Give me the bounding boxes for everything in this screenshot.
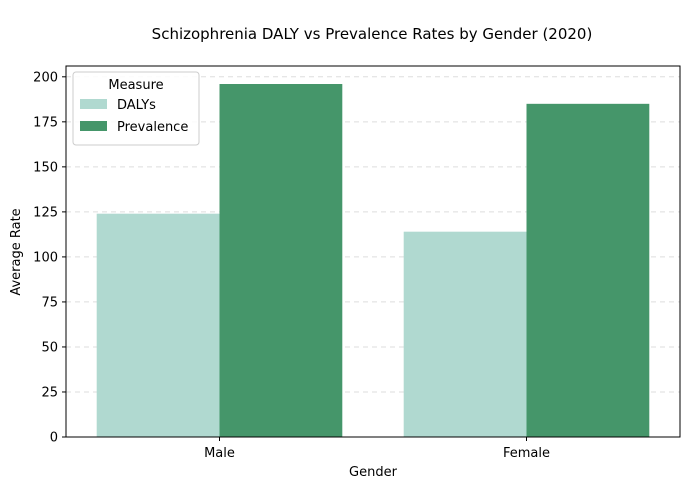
y-tick-label: 0 <box>50 431 58 446</box>
y-tick-label: 75 <box>41 295 58 310</box>
y-tick-label: 25 <box>41 385 58 400</box>
y-tick-label: 50 <box>41 340 58 355</box>
y-axis: 0 25 50 75 100 125 150 175 200 <box>33 70 66 446</box>
y-tick-label: 125 <box>33 205 58 220</box>
legend-label-dalys: DALYs <box>117 98 156 113</box>
plot-frame <box>65 65 681 438</box>
bars <box>96 84 650 438</box>
bar-dalys-female <box>403 231 527 437</box>
legend-swatch-prevalence <box>80 121 107 131</box>
legend-swatch-dalys <box>80 99 107 109</box>
y-axis-label: Average Rate <box>9 208 24 295</box>
y-tick-label: 100 <box>33 250 58 265</box>
y-tick-label: 150 <box>33 160 58 175</box>
x-axis-label: Gender <box>349 465 398 480</box>
x-axis: Male Female <box>204 437 550 461</box>
x-tick-label: Female <box>503 446 550 461</box>
legend-label-prevalence: Prevalence <box>117 120 188 135</box>
legend-title: Measure <box>108 78 163 93</box>
y-tick-label: 200 <box>33 70 58 85</box>
y-tick-label: 175 <box>33 115 58 130</box>
chart-title: Schizophrenia DALY vs Prevalence Rates b… <box>152 25 593 43</box>
bar-dalys-male <box>96 213 220 437</box>
bar-prevalence-male <box>219 84 343 438</box>
bar-prevalence-female <box>526 103 650 438</box>
x-tick-label: Male <box>204 446 235 461</box>
legend: Measure DALYs Prevalence <box>72 71 200 146</box>
